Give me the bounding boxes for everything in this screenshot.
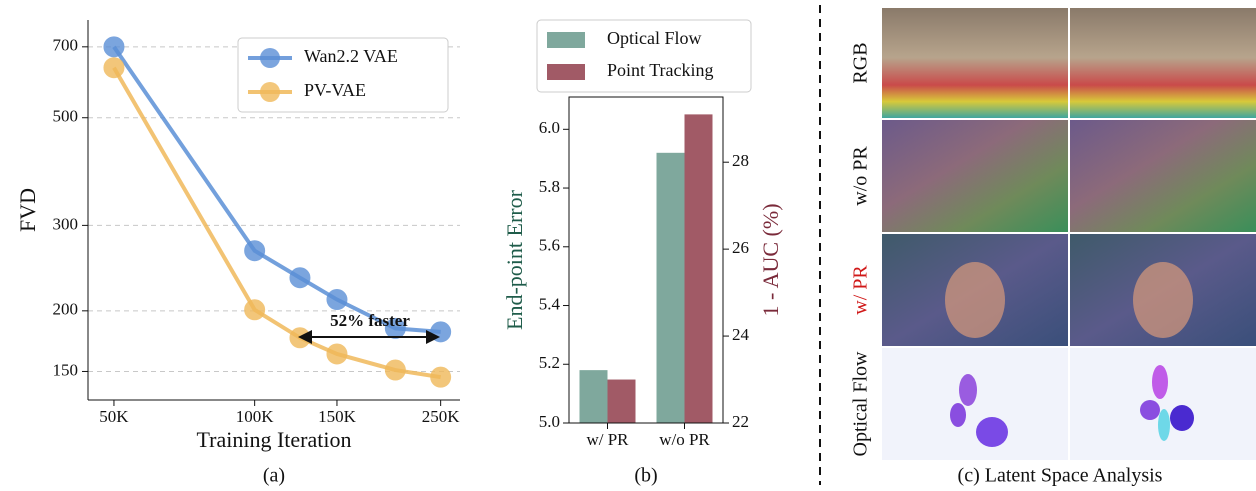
bar	[684, 114, 713, 424]
y-tick-label: 5.6	[539, 236, 560, 255]
point	[384, 359, 406, 381]
x-tick-label: 100K	[236, 407, 275, 426]
x-axis-label: Training Iteration	[197, 427, 352, 452]
x-tick-label: w/o PR	[659, 430, 710, 449]
blob	[1152, 365, 1168, 399]
blob	[1170, 405, 1194, 431]
y2-tick-label: 22	[732, 412, 749, 431]
legend-marker	[260, 48, 280, 68]
y-tick-label: 5.8	[539, 177, 560, 196]
y-tick-label: 6.0	[539, 118, 560, 137]
y2-tick-label: 26	[732, 238, 749, 257]
blob	[976, 417, 1008, 447]
legend-swatch	[547, 64, 585, 80]
y-tick-label: 700	[53, 36, 79, 55]
point	[384, 317, 406, 339]
caption: (c) Latent Space Analysis	[958, 465, 1163, 487]
y-tick-label: 500	[53, 107, 79, 126]
image	[882, 8, 1068, 118]
point	[326, 289, 348, 311]
panel-c-images	[882, 8, 1256, 460]
row-label: w/o PR	[850, 146, 872, 206]
row-label: RGB	[850, 42, 872, 83]
plot-frame	[568, 96, 724, 424]
y-tick-label: 150	[53, 360, 79, 379]
bar	[579, 370, 608, 423]
legend-label: PV-VAE	[304, 80, 366, 100]
y-axis-label: FVD	[15, 188, 40, 232]
caption: (b)	[634, 465, 657, 487]
y-tick-label: 5.4	[539, 294, 561, 313]
blob	[945, 262, 1005, 338]
blob	[950, 403, 966, 427]
point	[244, 299, 266, 321]
y2-tick-label: 24	[732, 325, 750, 344]
annotation: 52% faster	[330, 311, 410, 330]
blob	[1158, 409, 1170, 441]
caption: (a)	[263, 465, 285, 487]
blob	[1140, 400, 1160, 420]
row-label: w/ PR	[850, 265, 872, 315]
bar	[656, 152, 685, 423]
x-tick-label: 250K	[422, 407, 461, 426]
point	[103, 36, 125, 58]
y-tick-label: 5.0	[539, 412, 560, 431]
legend-marker	[260, 82, 280, 102]
y-tick-label: 200	[53, 300, 79, 319]
x-tick-label: 50K	[99, 407, 129, 426]
legend-swatch	[547, 32, 585, 48]
image	[1070, 8, 1256, 118]
point	[103, 57, 125, 79]
legend-box	[536, 19, 752, 93]
image	[882, 348, 1068, 460]
blob	[959, 374, 977, 406]
point	[244, 240, 266, 262]
x-tick-label: w/ PR	[586, 430, 629, 449]
image	[882, 120, 1068, 232]
row-label: Optical Flow	[850, 351, 872, 457]
x-tick-label: 150K	[318, 407, 357, 426]
y-axis-label: End-point Error	[502, 189, 527, 330]
image	[1070, 348, 1256, 460]
y2-tick-label: 28	[732, 151, 749, 170]
arrowhead	[298, 330, 312, 344]
image	[1070, 120, 1256, 232]
arrowhead	[426, 330, 440, 344]
y-tick-label: 300	[53, 214, 79, 233]
legend-label: Wan2.2 VAE	[304, 46, 398, 66]
point	[289, 267, 311, 289]
legend-label: Point Tracking	[607, 60, 714, 80]
y-tick-label: 5.2	[539, 353, 560, 372]
point	[326, 343, 348, 365]
legend-label: Optical Flow	[607, 28, 702, 48]
blob	[1133, 262, 1193, 338]
bar	[607, 379, 636, 423]
y2-axis-label: 1 - AUC (%)	[758, 203, 783, 316]
point	[430, 366, 452, 388]
